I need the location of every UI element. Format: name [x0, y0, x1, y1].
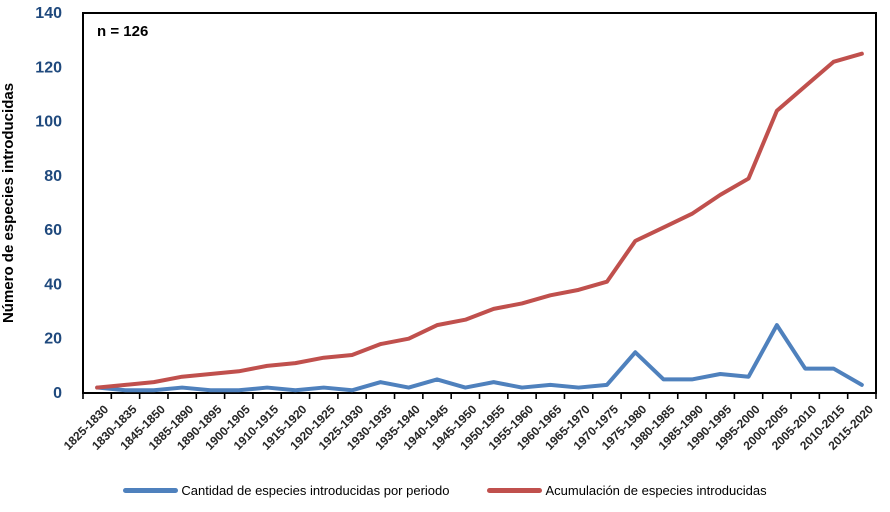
sample-size-annotation: n = 126 [97, 23, 148, 40]
y-axis-title: Número de especies introducidas [0, 83, 17, 323]
y-tick-label: 80 [44, 168, 62, 185]
legend-label-cumulative: Acumulación de especies introducidas [545, 483, 767, 498]
series-line-0 [95, 323, 864, 393]
legend-swatch-cumulative [487, 488, 543, 493]
y-tick-label: 140 [35, 5, 62, 22]
y-tick-label: 20 [44, 331, 62, 348]
series-line-1 [95, 51, 864, 390]
legend-item-cumulative: Acumulación de especies introducidas [487, 483, 767, 498]
y-tick-label: 60 [44, 222, 62, 239]
y-tick-label: 100 [35, 114, 62, 131]
legend-label-per-period: Cantidad de especies introducidas por pe… [181, 483, 450, 498]
y-tick-label: 120 [35, 59, 62, 76]
y-tick-label: 0 [53, 385, 62, 402]
chart-canvas: Número de especies introducidas n = 126 … [0, 5, 877, 453]
plot-border [82, 12, 877, 394]
legend: Cantidad de especies introducidas por pe… [0, 483, 890, 498]
y-tick-label: 40 [44, 276, 62, 293]
legend-swatch-per-period [123, 488, 179, 493]
legend-item-per-period: Cantidad de especies introducidas por pe… [123, 483, 449, 498]
